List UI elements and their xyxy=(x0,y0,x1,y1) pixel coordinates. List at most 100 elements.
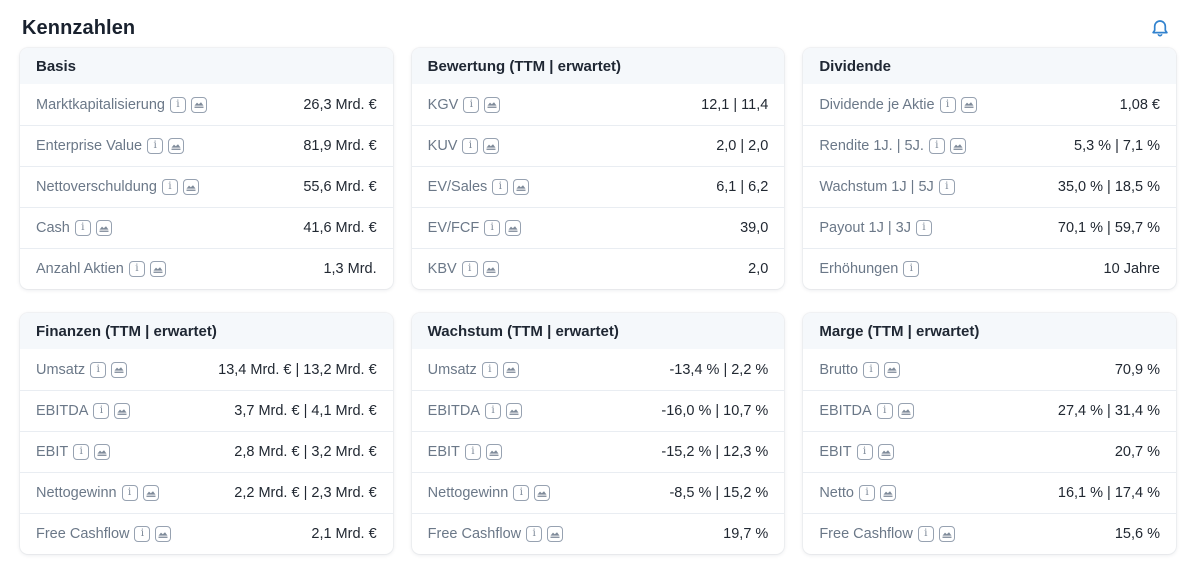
info-icon[interactable]: i xyxy=(134,526,151,542)
chart-icon[interactable] xyxy=(534,485,551,501)
info-icon[interactable]: i xyxy=(513,485,530,501)
metric-label: Dividende je Aktie xyxy=(819,96,935,113)
info-icon[interactable]: i xyxy=(859,485,875,501)
metric-label: Umsatz xyxy=(427,361,477,378)
card-title: Bewertung (TTM | erwartet) xyxy=(411,48,785,84)
info-icon[interactable]: i xyxy=(938,179,955,195)
metric-value: 41,6 Mrd. € xyxy=(303,220,377,236)
chart-icon[interactable] xyxy=(168,138,185,154)
metric-label: EBIT xyxy=(427,444,460,460)
chart-icon[interactable] xyxy=(502,361,519,378)
chart-icon[interactable] xyxy=(482,261,499,277)
metric-row: Free Cashflow i 2,1 Mrd. € xyxy=(20,513,393,554)
info-icon[interactable]: i xyxy=(74,220,91,236)
info-icon[interactable]: i xyxy=(492,179,509,195)
metric-label: EBITDA xyxy=(819,403,872,419)
chart-icon[interactable] xyxy=(95,220,112,236)
chart-icon[interactable] xyxy=(484,96,501,113)
chart-icon[interactable] xyxy=(938,526,955,542)
chart-icon[interactable] xyxy=(182,179,199,195)
chart-icon[interactable] xyxy=(111,361,128,378)
info-icon[interactable]: i xyxy=(863,361,880,378)
metric-row: EBIT i -15,2 % | 12,3 % xyxy=(411,431,785,472)
info-icon[interactable]: i xyxy=(939,96,956,113)
metric-row: Cash i 41,6 Mrd. € xyxy=(20,207,393,248)
chart-icon[interactable] xyxy=(897,403,914,419)
metric-label: EV/FCF xyxy=(427,220,480,236)
metric-label: EV/Sales xyxy=(427,179,488,195)
metric-label: Nettogewinn xyxy=(427,485,509,501)
bell-icon[interactable] xyxy=(1148,17,1172,41)
info-icon[interactable]: i xyxy=(461,261,478,277)
chart-icon[interactable] xyxy=(485,444,502,460)
metric-value: 6,1 | 6,2 xyxy=(716,179,769,195)
info-icon[interactable]: i xyxy=(161,179,178,195)
info-icon[interactable]: i xyxy=(121,485,138,501)
metric-row: Netto i 16,1 % | 17,4 % xyxy=(803,472,1176,513)
card-title: Marge (TTM | erwartet) xyxy=(803,313,1176,349)
chart-icon[interactable] xyxy=(149,261,166,277)
metric-value: 20,7 % xyxy=(1114,444,1160,460)
chart-icon[interactable] xyxy=(506,403,523,419)
chart-icon[interactable] xyxy=(513,179,530,195)
card-title: Dividende xyxy=(803,48,1176,84)
info-icon[interactable]: i xyxy=(876,403,893,419)
metric-label: Free Cashflow xyxy=(819,526,913,542)
info-icon[interactable]: i xyxy=(93,403,110,419)
metric-row: KGV i 12,1 | 11,4 xyxy=(412,84,785,125)
metric-value: 1,08 € xyxy=(1119,96,1160,113)
chart-icon[interactable] xyxy=(94,444,111,460)
metric-label: KUV xyxy=(427,138,458,154)
info-icon[interactable]: i xyxy=(928,138,945,154)
metric-value: 81,9 Mrd. € xyxy=(303,138,377,154)
info-icon[interactable]: i xyxy=(484,220,501,236)
info-icon[interactable]: i xyxy=(463,96,480,113)
info-icon[interactable]: i xyxy=(915,220,932,236)
metric-value: 55,6 Mrd. € xyxy=(303,179,377,195)
info-icon[interactable]: i xyxy=(903,261,920,277)
metric-label: KBV xyxy=(427,261,457,277)
info-icon[interactable]: i xyxy=(73,444,90,460)
metric-row: Erhöhungen i 10 Jahre xyxy=(803,248,1176,289)
info-icon[interactable]: i xyxy=(464,444,481,460)
metric-value: 2,2 Mrd. € | 2,3 Mrd. € xyxy=(234,485,377,501)
chart-icon[interactable] xyxy=(505,220,522,236)
metric-label: Anzahl Aktien xyxy=(36,261,124,277)
chart-icon[interactable] xyxy=(949,138,966,154)
metric-label: Nettoverschuldung xyxy=(36,179,157,195)
metric-value: -13,4 % | 2,2 % xyxy=(669,361,769,378)
chart-icon[interactable] xyxy=(155,526,172,542)
chart-icon[interactable] xyxy=(960,96,977,113)
metric-value: 1,3 Mrd. xyxy=(323,261,377,277)
info-icon[interactable]: i xyxy=(128,261,145,277)
chart-icon[interactable] xyxy=(483,138,500,154)
metric-label: Rendite 1J. | 5J. xyxy=(819,138,924,154)
info-icon[interactable]: i xyxy=(90,361,107,378)
info-icon[interactable]: i xyxy=(462,138,479,154)
info-icon[interactable]: i xyxy=(485,403,502,419)
metrics-grid: Basis Marktkapitalisierung i 26,3 Mrd. € … xyxy=(0,44,1202,554)
info-icon[interactable]: i xyxy=(856,444,873,460)
metric-label: EBIT xyxy=(819,444,852,460)
chart-icon[interactable] xyxy=(190,96,207,113)
info-icon[interactable]: i xyxy=(169,96,186,113)
metric-label: Nettogewinn xyxy=(36,485,117,501)
info-icon[interactable]: i xyxy=(481,361,498,378)
chart-icon[interactable] xyxy=(877,444,894,460)
metric-value: -8,5 % | 15,2 % xyxy=(669,485,769,501)
chart-icon[interactable] xyxy=(142,485,159,501)
metric-row: EV/Sales i 6,1 | 6,2 xyxy=(411,166,785,207)
info-icon[interactable]: i xyxy=(526,526,543,542)
metric-label: EBIT xyxy=(36,444,69,460)
chart-icon[interactable] xyxy=(884,361,901,378)
metric-value: 3,7 Mrd. € | 4,1 Mrd. € xyxy=(234,403,377,419)
info-icon[interactable]: i xyxy=(917,526,934,542)
info-icon[interactable]: i xyxy=(147,138,164,154)
chart-icon[interactable] xyxy=(114,403,131,419)
metric-value: 2,1 Mrd. € xyxy=(311,526,377,542)
metric-row: Wachstum 1J | 5J i 35,0 % | 18,5 % xyxy=(803,166,1176,207)
chart-icon[interactable] xyxy=(547,526,564,542)
metric-row: Anzahl Aktien i 1,3 Mrd. xyxy=(20,248,393,289)
chart-icon[interactable] xyxy=(880,485,896,501)
metric-row: Nettoverschuldung i 55,6 Mrd. € xyxy=(20,166,393,207)
